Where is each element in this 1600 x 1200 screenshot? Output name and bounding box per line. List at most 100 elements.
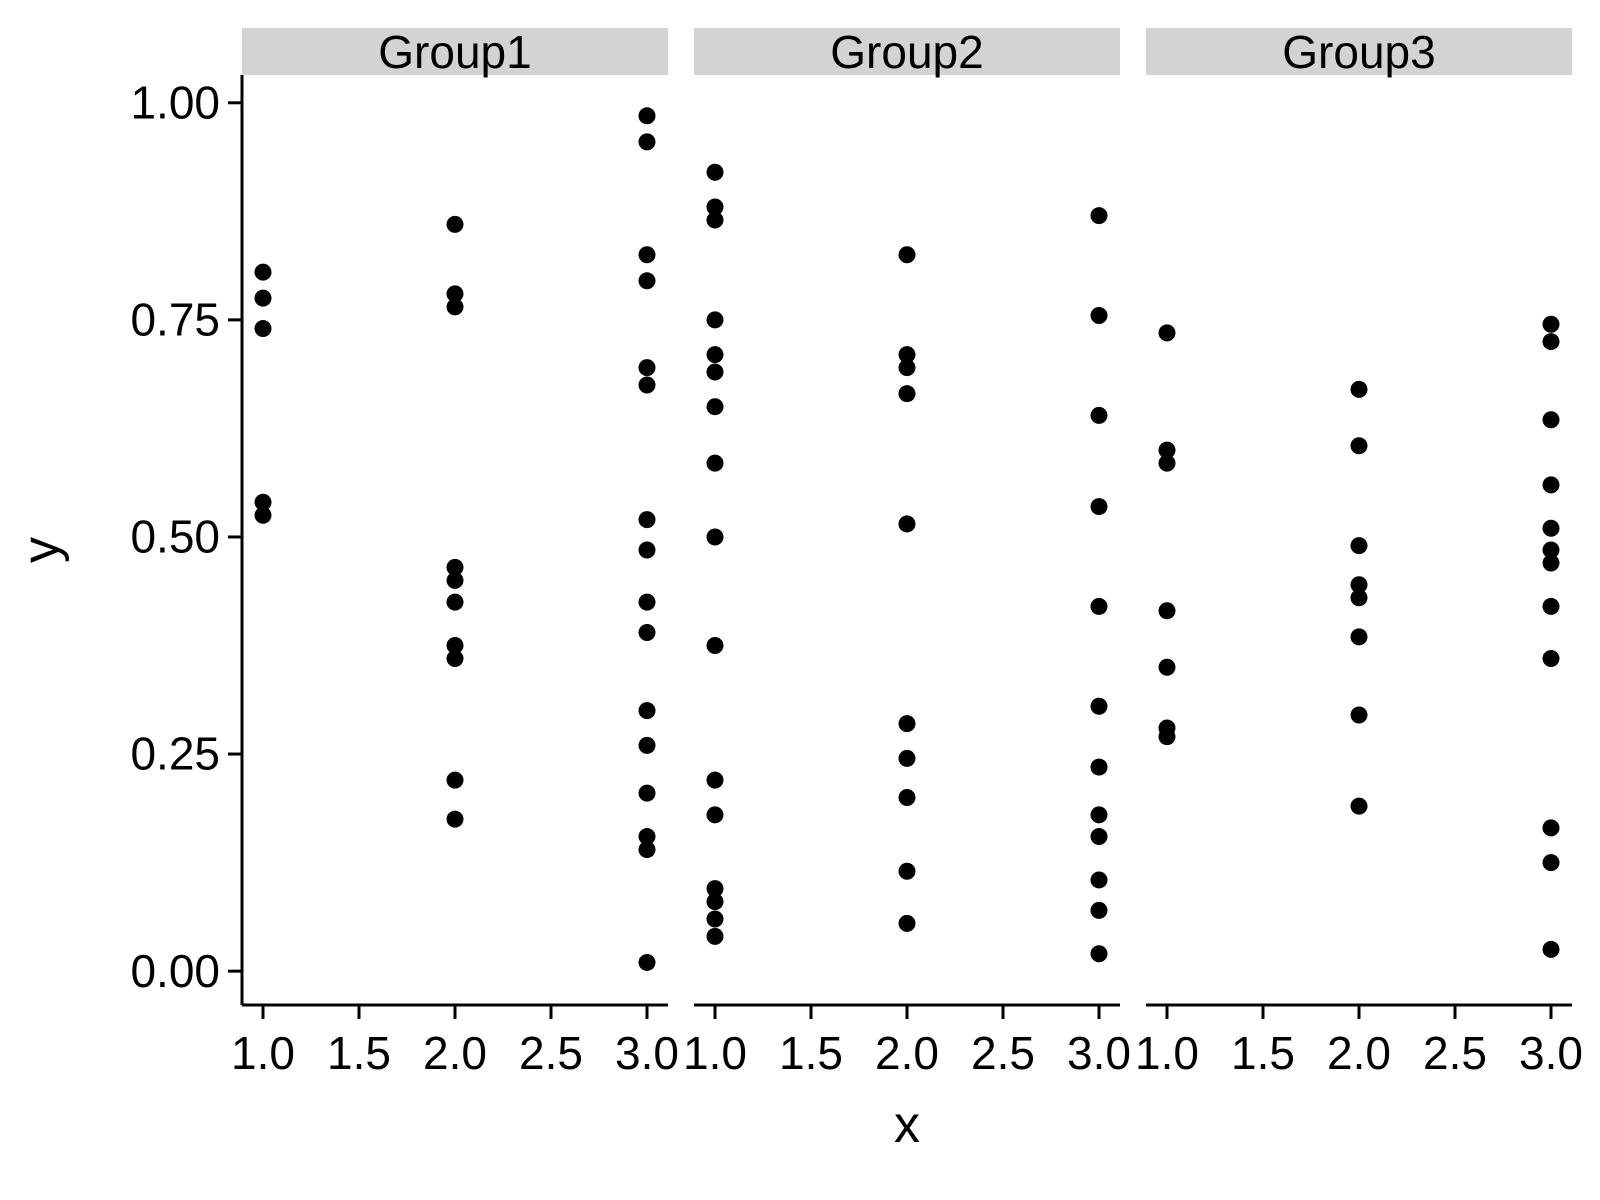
data-point — [638, 828, 656, 846]
data-point — [1542, 333, 1560, 351]
data-point — [706, 806, 724, 824]
x-tick-label: 2.5 — [971, 1027, 1035, 1079]
y-tick-label: 1.00 — [130, 76, 220, 128]
data-point — [706, 363, 724, 381]
y-tick-label: 0.75 — [130, 294, 220, 346]
data-point — [898, 346, 916, 364]
data-point — [638, 623, 656, 641]
data-point — [706, 771, 724, 789]
data-point — [638, 376, 656, 394]
data-point — [706, 211, 724, 229]
data-point — [1542, 554, 1560, 572]
data-point — [638, 593, 656, 611]
data-point — [706, 637, 724, 655]
data-point — [706, 880, 724, 898]
data-point — [446, 593, 464, 611]
facet-strip-label: Group3 — [1282, 25, 1436, 78]
x-tick-label: 2.0 — [875, 1027, 939, 1079]
x-tick-label: 2.5 — [1423, 1027, 1487, 1079]
data-point — [1542, 819, 1560, 837]
data-point — [1158, 602, 1176, 620]
x-tick-label: 1.0 — [231, 1027, 295, 1079]
data-point — [446, 285, 464, 303]
facet-strip-group2: Group2 — [694, 28, 1120, 75]
data-point — [1090, 828, 1108, 846]
data-point — [446, 571, 464, 589]
data-point — [898, 914, 916, 932]
data-point — [1090, 406, 1108, 424]
data-point — [1090, 945, 1108, 963]
data-point — [1350, 797, 1368, 815]
data-point — [1350, 437, 1368, 455]
data-point — [898, 788, 916, 806]
data-point — [254, 263, 272, 281]
facet-strip-group3: Group3 — [1146, 28, 1572, 75]
data-point — [638, 736, 656, 754]
data-point — [898, 246, 916, 264]
data-point — [446, 650, 464, 668]
data-point — [898, 749, 916, 767]
data-point — [254, 320, 272, 338]
y-tick-label: 0.25 — [130, 728, 220, 780]
data-point — [706, 346, 724, 364]
data-point — [1350, 576, 1368, 594]
data-point — [638, 359, 656, 377]
data-point — [638, 272, 656, 290]
data-point — [638, 953, 656, 971]
data-point — [898, 359, 916, 377]
data-point — [446, 637, 464, 655]
data-point — [1090, 871, 1108, 889]
facet-strip-label: Group1 — [378, 25, 532, 78]
data-point — [1350, 589, 1368, 607]
x-tick-label: 1.5 — [327, 1027, 391, 1079]
data-point — [898, 715, 916, 733]
facet-strip-group1: Group1 — [242, 28, 668, 75]
data-point — [1350, 380, 1368, 398]
x-tick-label: 3.0 — [1067, 1027, 1131, 1079]
data-point — [446, 298, 464, 316]
data-point — [1542, 650, 1560, 668]
data-point — [1158, 658, 1176, 676]
data-point — [446, 558, 464, 576]
data-point — [254, 506, 272, 524]
data-point — [706, 528, 724, 546]
data-point — [1158, 454, 1176, 472]
x-tick-label: 2.0 — [423, 1027, 487, 1079]
data-point — [898, 385, 916, 403]
data-point — [638, 246, 656, 264]
data-point — [1090, 806, 1108, 824]
data-point — [1542, 854, 1560, 872]
data-point — [1158, 324, 1176, 342]
facet-strip-label: Group2 — [830, 25, 984, 78]
data-point — [638, 107, 656, 125]
x-tick-label: 3.0 — [1519, 1027, 1583, 1079]
data-point — [706, 398, 724, 416]
data-point — [1090, 207, 1108, 225]
x-tick-label: 3.0 — [615, 1027, 679, 1079]
data-point — [706, 198, 724, 216]
data-point — [1158, 728, 1176, 746]
data-point — [638, 784, 656, 802]
data-point — [706, 893, 724, 911]
data-point — [706, 163, 724, 181]
x-tick-label: 1.0 — [683, 1027, 747, 1079]
data-point — [1350, 706, 1368, 724]
data-point — [1090, 597, 1108, 615]
data-point — [1542, 476, 1560, 494]
data-point — [1090, 697, 1108, 715]
data-point — [446, 771, 464, 789]
x-tick-label: 2.0 — [1327, 1027, 1391, 1079]
data-point — [1542, 940, 1560, 958]
x-tick-label: 2.5 — [519, 1027, 583, 1079]
data-point — [1090, 498, 1108, 516]
data-point — [638, 511, 656, 529]
data-point — [706, 910, 724, 928]
data-point — [638, 702, 656, 720]
data-point — [638, 133, 656, 151]
data-point — [1542, 597, 1560, 615]
data-point — [898, 515, 916, 533]
x-tick-label: 1.5 — [779, 1027, 843, 1079]
data-point — [446, 215, 464, 233]
